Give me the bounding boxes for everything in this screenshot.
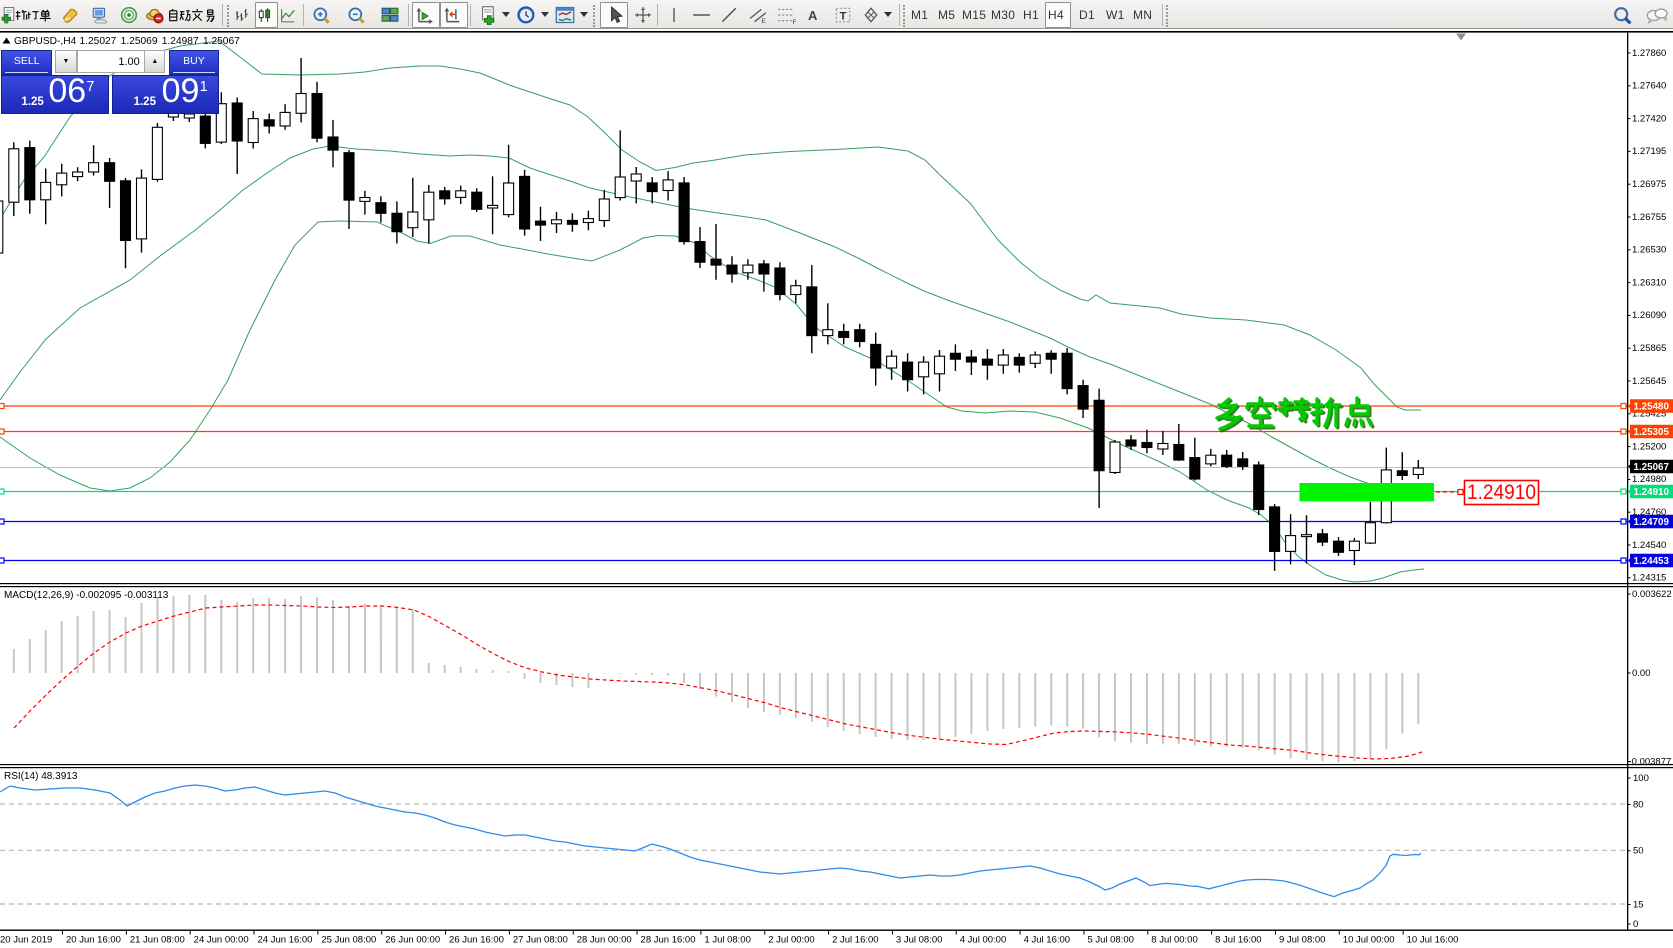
svg-text:26 Jun 16:00: 26 Jun 16:00 — [449, 935, 504, 946]
svg-text:-0.003877: -0.003877 — [1629, 756, 1672, 767]
svg-text:1.26975: 1.26975 — [1632, 179, 1666, 190]
svg-text:20 Jun 16:00: 20 Jun 16:00 — [66, 935, 121, 946]
svg-text:1.25200: 1.25200 — [1632, 441, 1666, 452]
svg-text:1.26755: 1.26755 — [1632, 212, 1666, 223]
svg-text:8 Jul 00:00: 8 Jul 00:00 — [1151, 935, 1197, 946]
svg-text:20 Jun 2019: 20 Jun 2019 — [0, 935, 52, 946]
svg-text:25 Jun 08:00: 25 Jun 08:00 — [321, 935, 376, 946]
svg-text:15: 15 — [1633, 899, 1644, 910]
svg-text:0.00: 0.00 — [1632, 668, 1651, 679]
svg-text:F: F — [793, 19, 796, 24]
svg-text:80: 80 — [1633, 799, 1644, 810]
svg-text:24 Jun 00:00: 24 Jun 00:00 — [194, 935, 249, 946]
svg-text:1.24709: 1.24709 — [1634, 517, 1670, 528]
svg-text:1.26310: 1.26310 — [1632, 277, 1666, 288]
svg-text:1.26530: 1.26530 — [1632, 245, 1666, 256]
svg-text:26 Jun 00:00: 26 Jun 00:00 — [385, 935, 440, 946]
svg-text:100: 100 — [1633, 773, 1649, 784]
svg-text:1.24910: 1.24910 — [1467, 481, 1536, 504]
svg-text:10 Jul 00:00: 10 Jul 00:00 — [1343, 935, 1395, 946]
svg-text:1.27420: 1.27420 — [1632, 113, 1666, 124]
svg-text:24 Jun 16:00: 24 Jun 16:00 — [258, 935, 313, 946]
svg-text:1.27640: 1.27640 — [1632, 81, 1666, 92]
svg-text:4 Jul 00:00: 4 Jul 00:00 — [960, 935, 1006, 946]
svg-text:28 Jun 00:00: 28 Jun 00:00 — [577, 935, 632, 946]
svg-text:21 Jun 08:00: 21 Jun 08:00 — [130, 935, 185, 946]
svg-text:MACD(12,26,9) -0.002095 -0.003: MACD(12,26,9) -0.002095 -0.003113 — [4, 590, 169, 601]
svg-text:1 Jul 08:00: 1 Jul 08:00 — [704, 935, 750, 946]
svg-text:1.25067: 1.25067 — [1634, 462, 1670, 473]
svg-text:3 Jul 08:00: 3 Jul 08:00 — [896, 935, 942, 946]
svg-text:1.27195: 1.27195 — [1632, 146, 1666, 157]
svg-text:1.27860: 1.27860 — [1632, 48, 1666, 59]
svg-text:GBPUSD-,H4: GBPUSD-,H4 — [14, 36, 77, 47]
svg-text:1.24760: 1.24760 — [1632, 507, 1666, 518]
svg-text:1.24910: 1.24910 — [1634, 487, 1670, 498]
svg-text:1.24540: 1.24540 — [1632, 540, 1666, 551]
svg-text:1.25480: 1.25480 — [1634, 402, 1670, 413]
svg-text:1.25027 1.25069 1.24987 1.2506: 1.25027 1.25069 1.24987 1.25067 — [80, 36, 241, 47]
svg-text:RSI(14) 48.3913: RSI(14) 48.3913 — [4, 771, 78, 782]
svg-text:0: 0 — [1633, 919, 1638, 930]
svg-text:1.24315: 1.24315 — [1632, 573, 1666, 584]
svg-text:9 Jul 08:00: 9 Jul 08:00 — [1279, 935, 1325, 946]
svg-text:10 Jul 16:00: 10 Jul 16:00 — [1407, 935, 1459, 946]
svg-text:50: 50 — [1633, 846, 1644, 857]
svg-text:27 Jun 08:00: 27 Jun 08:00 — [513, 935, 568, 946]
svg-text:T: T — [840, 11, 847, 23]
svg-text:5 Jul 08:00: 5 Jul 08:00 — [1087, 935, 1133, 946]
svg-text:28 Jun 16:00: 28 Jun 16:00 — [641, 935, 696, 946]
svg-text:1.25305: 1.25305 — [1634, 427, 1670, 438]
svg-text:E: E — [761, 18, 766, 24]
svg-text:2 Jul 00:00: 2 Jul 00:00 — [768, 935, 814, 946]
svg-text:1.24980: 1.24980 — [1632, 474, 1666, 485]
svg-text:1.24453: 1.24453 — [1634, 556, 1670, 567]
svg-text:1.25645: 1.25645 — [1632, 376, 1666, 387]
svg-text:1.26090: 1.26090 — [1632, 310, 1666, 321]
svg-text:4 Jul 16:00: 4 Jul 16:00 — [1024, 935, 1070, 946]
svg-text:1.25425: 1.25425 — [1632, 409, 1666, 420]
svg-text:8 Jul 16:00: 8 Jul 16:00 — [1215, 935, 1261, 946]
svg-text:0.003622: 0.003622 — [1632, 589, 1672, 600]
svg-text:2 Jul 16:00: 2 Jul 16:00 — [832, 935, 878, 946]
svg-text:1.25865: 1.25865 — [1632, 343, 1666, 354]
